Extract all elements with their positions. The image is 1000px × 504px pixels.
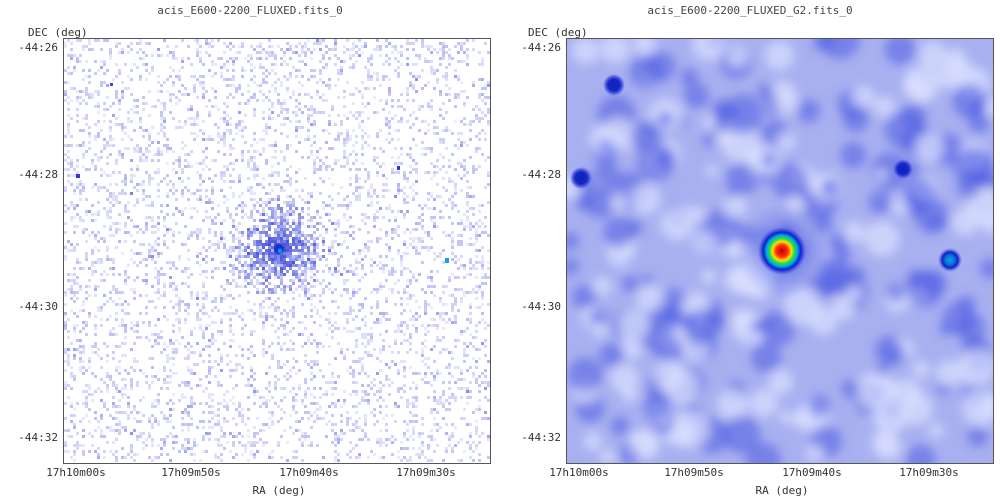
right-xtick-label: 17h09m50s	[664, 466, 724, 479]
right-xtick-label: 17h09m40s	[782, 466, 842, 479]
left-xtick-label: 17h09m40s	[279, 466, 339, 479]
right-x-axis-label: RA (deg)	[755, 484, 809, 497]
right-panel-title: acis_E600-2200_FLUXED_G2.fits_0	[647, 4, 853, 17]
left-image-canvas	[64, 39, 490, 463]
right-xtick-label: 17h09m30s	[899, 466, 959, 479]
right-image-canvas	[567, 39, 993, 463]
right-xtick-label: 17h10m00s	[549, 466, 609, 479]
left-panel-title: acis_E600-2200_FLUXED.fits_0	[157, 4, 343, 17]
right-ytick-label: -44:32	[521, 431, 561, 444]
left-xtick-label: 17h09m50s	[161, 466, 221, 479]
left-ytick-label: -44:32	[18, 431, 58, 444]
right-ytick-label: -44:26	[521, 41, 561, 54]
left-ytick-label: -44:30	[18, 300, 58, 313]
noise-pixels	[64, 39, 490, 462]
left-image-plot[interactable]	[63, 38, 491, 464]
left-panel: acis_E600-2200_FLUXED.fits_0 DEC (deg) -…	[18, 4, 491, 497]
left-y-axis-label: DEC (deg)	[28, 26, 88, 39]
left-xtick-label: 17h10m00s	[46, 466, 106, 479]
right-image-plot[interactable]	[566, 38, 994, 464]
left-ytick-label: -44:28	[18, 168, 58, 181]
smoothed-sources	[570, 74, 962, 299]
left-x-axis-label: RA (deg)	[252, 484, 306, 497]
right-ytick-label: -44:30	[521, 300, 561, 313]
left-ytick-label: -44:26	[18, 41, 58, 54]
left-xtick-label: 17h09m30s	[396, 466, 456, 479]
right-ytick-label: -44:28	[521, 168, 561, 181]
source-markers	[76, 83, 449, 263]
right-y-axis-label: DEC (deg)	[528, 26, 588, 39]
right-panel: acis_E600-2200_FLUXED_G2.fits_0 DEC (deg…	[500, 0, 1000, 504]
